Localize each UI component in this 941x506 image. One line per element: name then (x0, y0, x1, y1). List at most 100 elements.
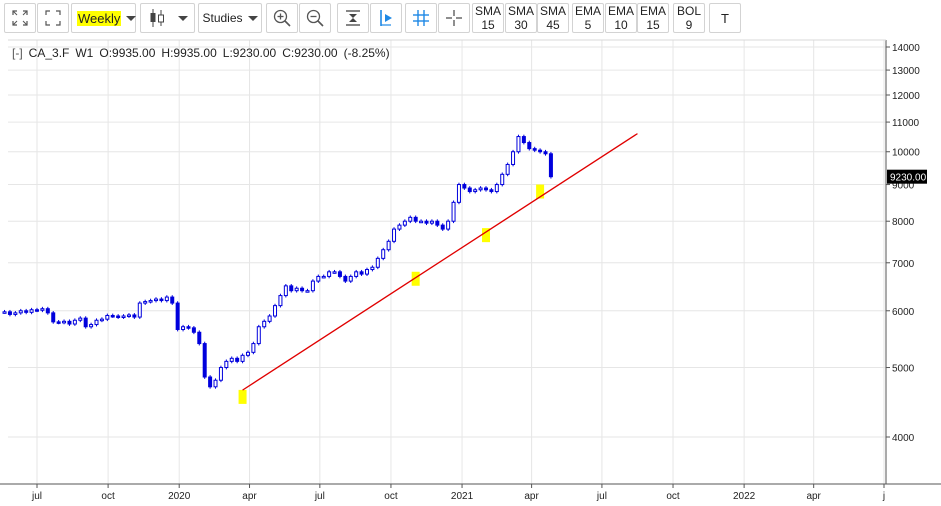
legend-collapse-button[interactable]: [-] (12, 46, 23, 60)
x-tick-label: apr (524, 491, 539, 502)
legend-low: L:9230.00 (222, 46, 277, 60)
candle-body (370, 266, 375, 271)
price-chart[interactable]: 4000 5000 6000 7000 8000 9000 10000 11000 12000 1… (0, 38, 941, 506)
candle-body (89, 324, 94, 328)
candle-body (408, 216, 413, 222)
indicator-name: EMA (639, 4, 666, 18)
fullscreen-button[interactable] (4, 3, 36, 33)
x-tick-label: apr (806, 491, 821, 502)
candle-body (381, 249, 386, 259)
chart-legend: [-] CA_3.F W1 O:9935.00 H:9935.00 L:9230.00 C:… (12, 46, 396, 60)
candle-body (500, 173, 505, 186)
expand-icon (12, 10, 28, 26)
fit-range-button[interactable] (337, 3, 369, 33)
x-tick-label: 2020 (168, 491, 191, 502)
candle-body (154, 298, 159, 302)
zoom-out-button[interactable] (299, 3, 331, 33)
scroll-to-end-button[interactable] (370, 3, 402, 33)
indicator-value: 15 (646, 18, 660, 32)
y-tick-label: 8000 (892, 217, 915, 228)
corners-icon (45, 10, 61, 26)
chart-toolbar: Weekly Studies (0, 0, 941, 38)
candle-body (18, 310, 23, 314)
text-tool-label: T (721, 10, 729, 26)
candle-body (2, 311, 7, 314)
indicator-ema-5[interactable]: EMA 5 (572, 3, 604, 33)
x-tick-label: jul (31, 491, 42, 502)
text-tool-button[interactable]: T (709, 3, 741, 33)
candle-body (126, 314, 131, 317)
candle-body (132, 314, 137, 318)
candle-body (364, 269, 369, 275)
indicator-value: 45 (546, 18, 560, 32)
candle-body (121, 315, 126, 319)
indicator-bol-9[interactable]: BOL 9 (673, 3, 705, 33)
candle-body (419, 220, 424, 224)
candle-body (186, 326, 191, 329)
candle-body (251, 343, 256, 353)
candle-body (143, 301, 148, 304)
studies-label: Studies (202, 11, 243, 25)
candle-body (35, 309, 39, 312)
indicator-sma-30[interactable]: SMA 30 (505, 3, 537, 33)
candle-body (13, 312, 18, 315)
x-tick-label: oct (101, 491, 115, 502)
candle-body (516, 136, 521, 153)
trendline (242, 133, 638, 391)
zoom-in-button[interactable] (266, 3, 298, 33)
candle-body (359, 271, 364, 275)
candle-body (256, 326, 261, 345)
candle-body (462, 184, 467, 189)
grid-toggle-button[interactable] (405, 3, 437, 33)
candle-body (137, 302, 142, 318)
candle-body (386, 240, 391, 251)
candle-body (278, 295, 283, 307)
x-tick-label: oct (666, 491, 680, 502)
candle-body (424, 220, 429, 224)
highlight-marker (482, 228, 491, 243)
candle-body (527, 142, 532, 150)
candle-body (413, 216, 418, 222)
legend-open: O:9935.00 (99, 46, 156, 60)
candle-body (521, 136, 526, 144)
indicator-value: 15 (481, 18, 495, 32)
zoom-in-icon (273, 9, 291, 27)
highlight-marker (238, 389, 247, 404)
y-tick-label: 10000 (892, 148, 920, 159)
crosshair-button[interactable] (438, 3, 470, 33)
candle-body (202, 343, 207, 378)
x-tick-label: jul (596, 491, 607, 502)
candle-body (435, 220, 440, 226)
candle-body (321, 275, 326, 279)
candle-body (473, 189, 478, 193)
indicator-ema-15[interactable]: EMA 15 (637, 3, 669, 33)
candle-body (224, 360, 229, 369)
candle-body (191, 327, 196, 333)
indicator-sma-15[interactable]: SMA 15 (472, 3, 504, 33)
legend-symbol: CA_3.F (28, 46, 70, 60)
candle-body (354, 271, 359, 277)
candle-body (218, 367, 223, 381)
legend-interval: W1 (75, 46, 94, 60)
y-tick-label: 9000 (892, 181, 915, 192)
candle-body (245, 351, 250, 356)
studies-dropdown[interactable]: Studies (198, 3, 262, 33)
indicator-sma-45[interactable]: SMA 45 (537, 3, 569, 33)
indicator-ema-10[interactable]: EMA 10 (605, 3, 637, 33)
candle-body (456, 184, 461, 203)
candle-body (24, 310, 29, 313)
candle-body (235, 357, 240, 362)
y-tick-label: 4000 (892, 433, 915, 444)
candle-body (294, 287, 299, 292)
candle-body (159, 298, 164, 302)
legend-close: C:9230.00 (282, 46, 338, 60)
chart-type-dropdown[interactable] (140, 3, 195, 33)
candle-body (343, 275, 348, 282)
period-dropdown[interactable]: Weekly (71, 3, 137, 33)
candle-body (402, 220, 407, 226)
fit-screen-button[interactable] (37, 3, 69, 33)
chart-background (0, 38, 941, 506)
x-tick-label: 2021 (451, 491, 474, 502)
candle-body (511, 151, 516, 165)
candle-body (467, 187, 472, 193)
